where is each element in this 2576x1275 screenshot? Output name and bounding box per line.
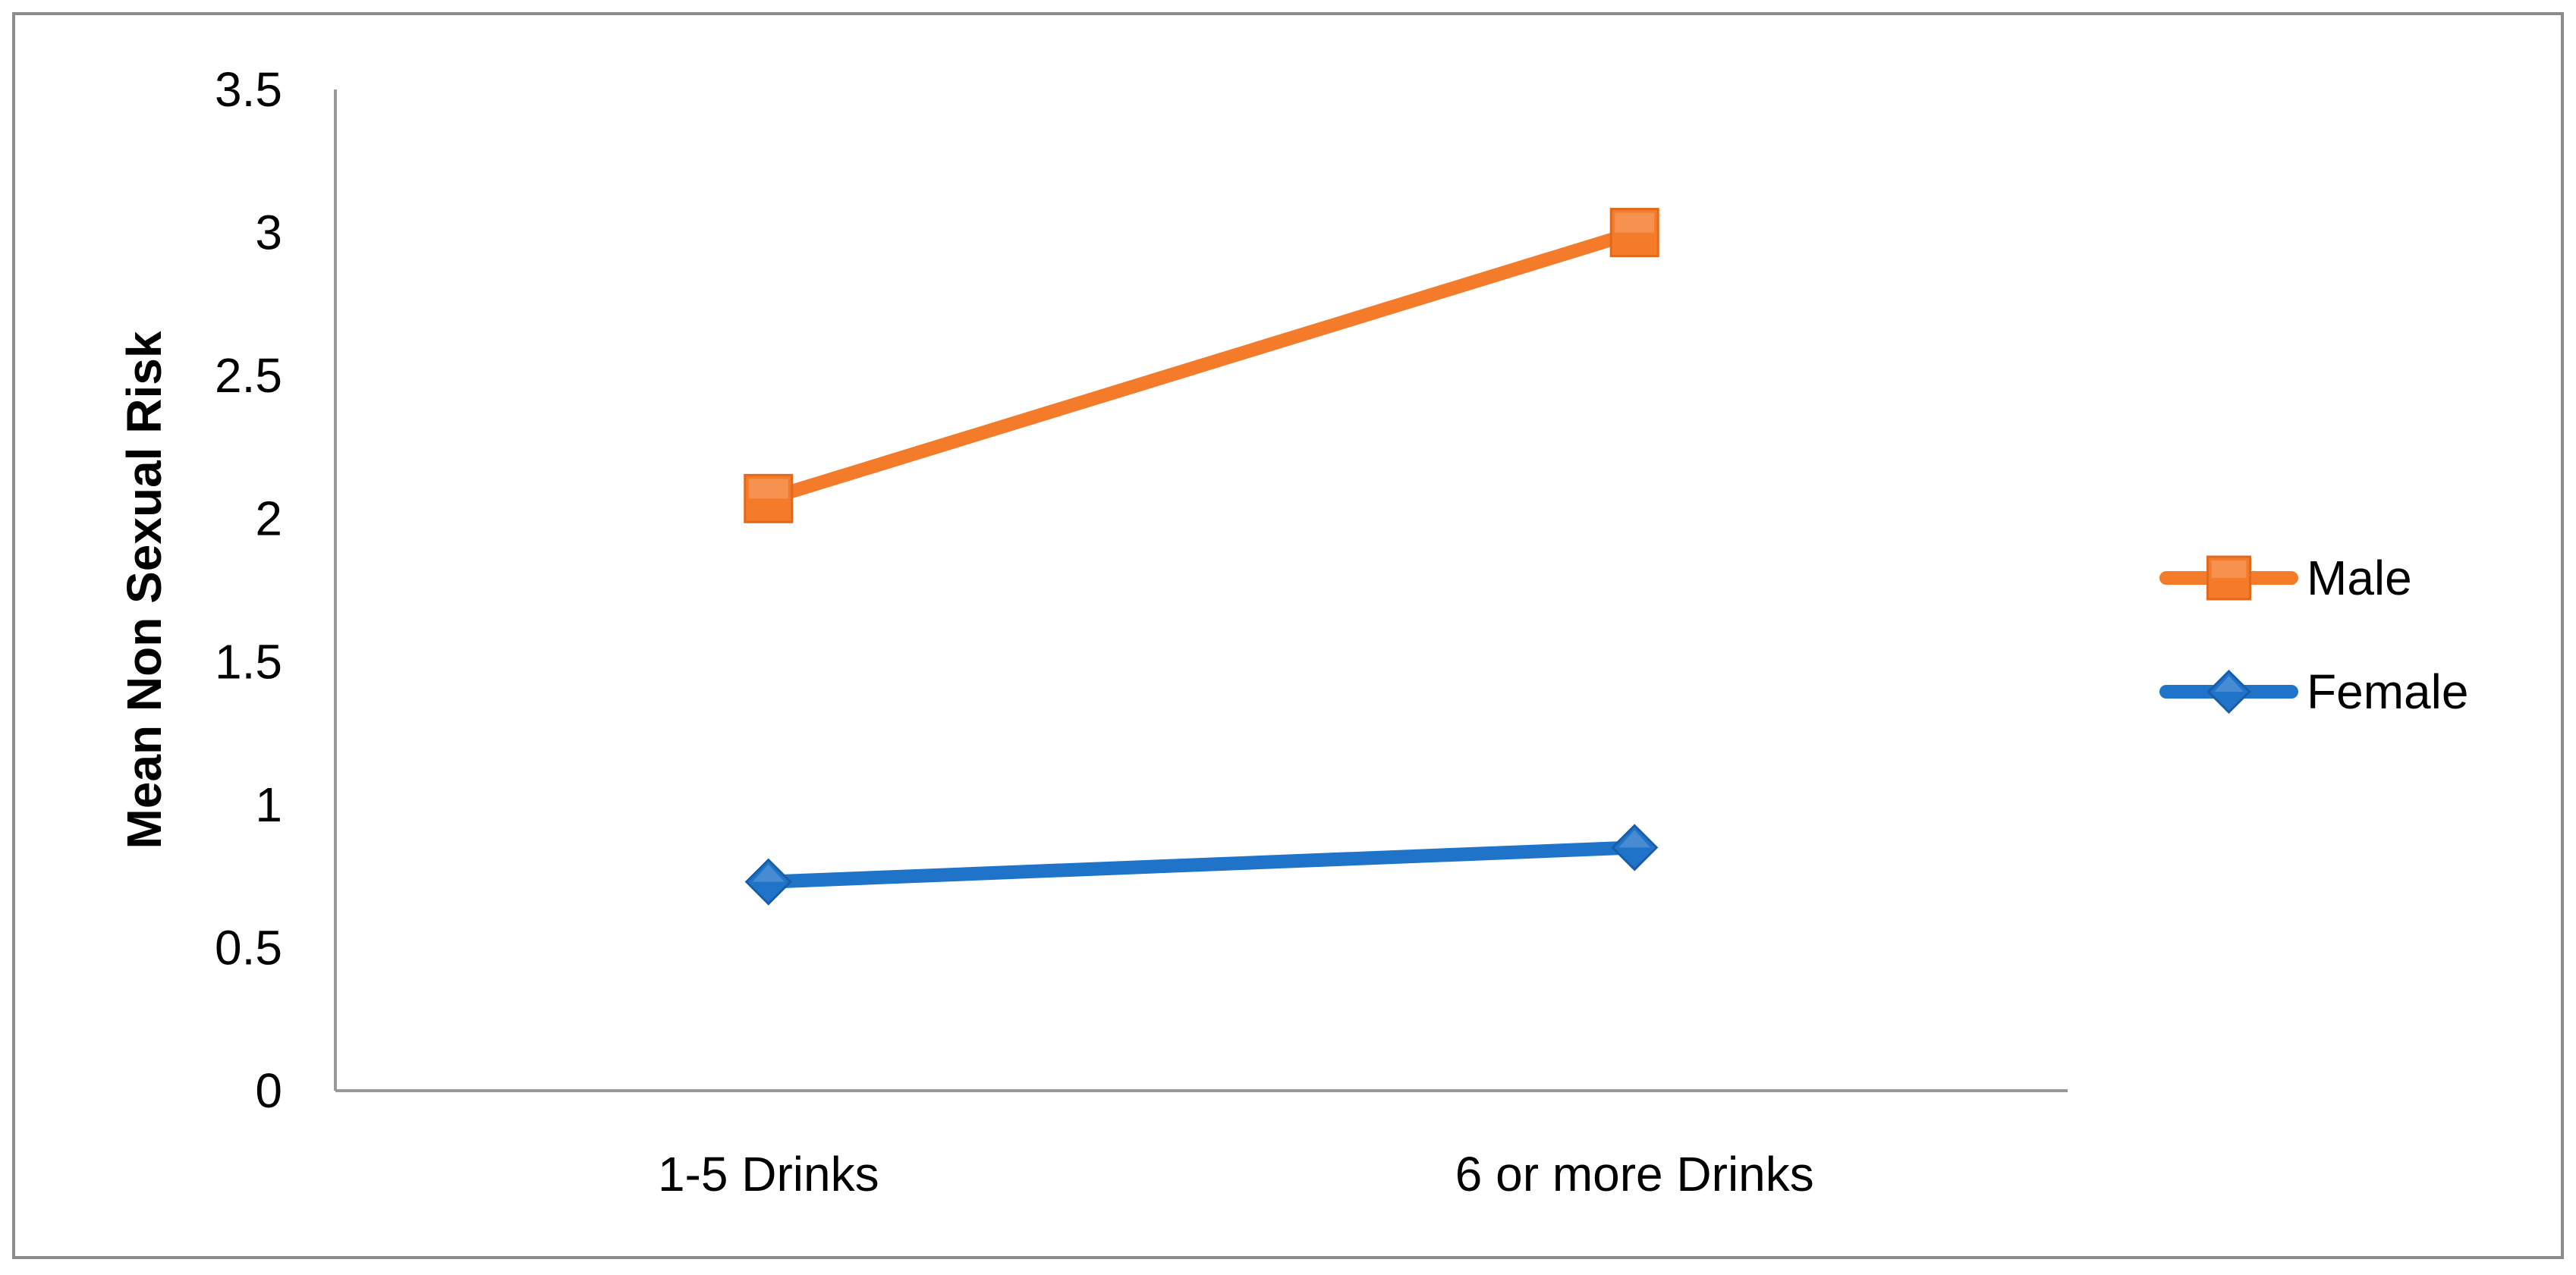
legend-label-male: Male (2307, 551, 2412, 605)
data-point-male-1 (744, 473, 794, 523)
y-tick-label: 0.5 (215, 920, 282, 975)
y-axis-label: Mean Non Sexual Risk (117, 331, 171, 849)
y-tick-label: 1.5 (215, 634, 282, 689)
data-point-female-1 (744, 858, 792, 906)
y-tick-label: 1 (255, 777, 282, 832)
legend-marker-female (2206, 669, 2251, 714)
legend: Male Female (2159, 551, 2468, 719)
data-point-female-2 (1611, 824, 1659, 871)
axes (334, 90, 2068, 1092)
series-line-male (761, 225, 1642, 506)
y-tick-label: 0 (255, 1063, 282, 1118)
chart-border (12, 12, 2564, 1259)
y-tick-label: 3 (255, 206, 282, 260)
x-tick-labels: 1-5 Drinks 6 or more Drinks (658, 1147, 1814, 1201)
x-tick-label: 1-5 Drinks (658, 1147, 879, 1201)
y-tick-label: 3.5 (215, 62, 282, 117)
y-tick-label: 2 (255, 491, 282, 546)
legend-label-female: Female (2307, 664, 2468, 719)
legend-marker-male (2206, 555, 2251, 601)
series-layer (744, 208, 1659, 906)
x-tick-label: 6 or more Drinks (1455, 1147, 1814, 1201)
data-point-male-2 (1609, 208, 1659, 258)
y-tick-label: 2.5 (215, 348, 282, 403)
y-tick-labels: 0 0.5 1 1.5 2 2.5 3 3.5 (215, 62, 282, 1118)
series-line-female (761, 840, 1642, 889)
